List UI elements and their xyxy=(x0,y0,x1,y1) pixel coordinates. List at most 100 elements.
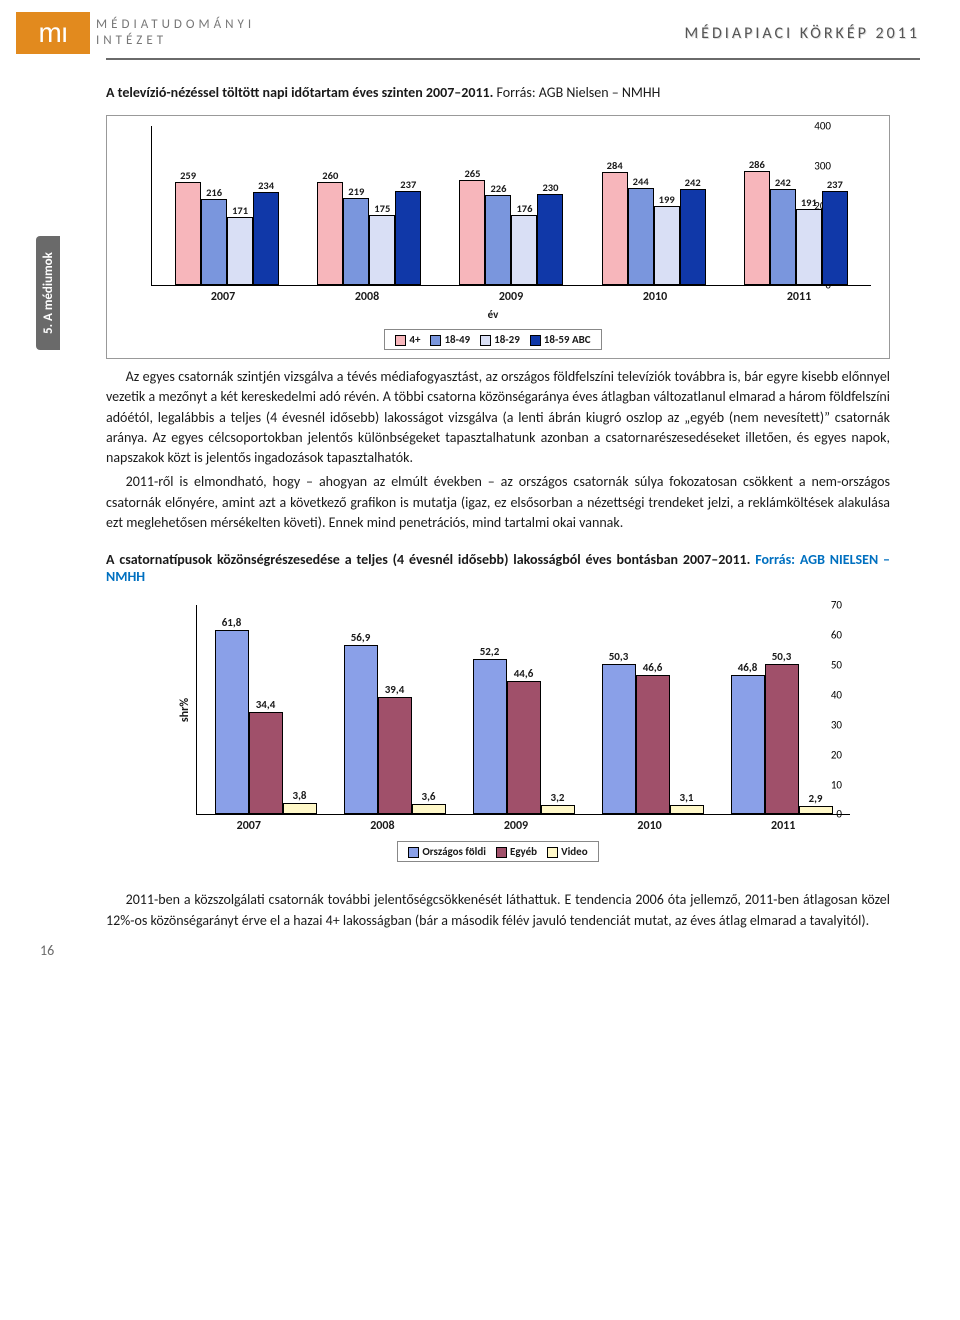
chart2-bar: 3,1 xyxy=(670,805,704,814)
paragraph-3: 2011-ben a közszolgálati csatornák továb… xyxy=(106,890,890,931)
chart2-ytick: 50 xyxy=(831,659,842,672)
chart1-bar-label: 284 xyxy=(607,159,623,172)
chart1-bar-label: 265 xyxy=(464,167,480,180)
chart1-legend: 4+18-4918-2918-59 ABC xyxy=(384,329,601,350)
chart2-bar-label: 3,1 xyxy=(680,791,694,804)
chart2-bar-label: 2,9 xyxy=(809,792,823,805)
chart2-bar: 61,8 xyxy=(215,630,249,815)
chart1-bar-label: 199 xyxy=(659,193,675,206)
chart2: shr% 01020304050607061,834,43,856,939,43… xyxy=(146,605,850,862)
chart2-legend-wrap: Országos földi Egyéb Video xyxy=(146,833,850,862)
chart2-ytick: 30 xyxy=(831,718,842,731)
paragraph-1: Az egyes csatornák szintjén vizsgálva a … xyxy=(106,367,890,468)
chart2-xlabel: 2009 xyxy=(504,819,528,833)
chart1-bar-label: 226 xyxy=(490,182,506,195)
chart1-xlabel: 2010 xyxy=(643,290,667,304)
chart1-bar-label: 242 xyxy=(685,176,701,189)
chart1-bar-label: 237 xyxy=(827,178,843,191)
chart2-group: 61,834,43,8 xyxy=(215,630,317,815)
legend-swatch xyxy=(430,335,441,346)
chart2-bar: 39,4 xyxy=(378,697,412,815)
chart1-bar-label: 234 xyxy=(258,179,274,192)
chart1-bar-label: 244 xyxy=(633,175,649,188)
chart2-group: 50,346,63,1 xyxy=(602,664,704,814)
chart2-bar-label: 61,8 xyxy=(222,616,242,629)
chart1-group: 260219175237 xyxy=(317,182,421,285)
caption1-title: A televízió-nézéssel töltött napi időtar… xyxy=(106,84,497,101)
chart2-xlabel: 2008 xyxy=(370,819,394,833)
chart1-bar-label: 216 xyxy=(206,186,222,199)
chart1-xaxis-title: év xyxy=(115,308,871,321)
chart1-bar: 237 xyxy=(822,191,848,285)
chart1-bar: 265 xyxy=(459,180,485,285)
chart1-bar: 191 xyxy=(796,209,822,285)
chart1-bar: 286 xyxy=(744,171,770,285)
chart2-bar-label: 52,2 xyxy=(480,645,500,658)
chart1-bar: 219 xyxy=(343,198,369,285)
chart1-group: 259216171234 xyxy=(175,182,279,285)
legend-swatch xyxy=(395,335,406,346)
chart2-caption: A csatornatípusok közönségrészesedése a … xyxy=(106,551,890,585)
chart1-group: 265226176230 xyxy=(459,180,563,285)
chart1-ytick: 300 xyxy=(814,159,831,172)
logo-mark: mı xyxy=(16,12,90,54)
chart1-bar: 171 xyxy=(227,217,253,285)
chart1-legend-item: 18-59 ABC xyxy=(530,333,591,346)
legend-swatch xyxy=(408,847,419,858)
caption1-source: Forrás: AGB Nielsen – NMHH xyxy=(497,84,661,101)
chart1-bar: 242 xyxy=(680,189,706,285)
chart2-bar-label: 3,6 xyxy=(422,790,436,803)
chart2-container: shr% 01020304050607061,834,43,856,939,43… xyxy=(106,595,890,870)
chart1-legend-item: 18-49 xyxy=(430,333,470,346)
chart1-group: 286242191237 xyxy=(744,171,848,285)
logo-line2: INTÉZET xyxy=(96,33,255,49)
chart1-ytick: 400 xyxy=(814,120,831,133)
paragraph-2: 2011-ről is elmondható, hogy – ahogyan a… xyxy=(106,472,890,533)
chart1-bar: 226 xyxy=(485,195,511,285)
chart2-xlabel: 2010 xyxy=(637,819,661,833)
legend-swatch xyxy=(530,335,541,346)
chart2-bar-label: 39,4 xyxy=(385,683,405,696)
chart2-bar-label: 46,8 xyxy=(738,661,758,674)
chart1-bar-label: 259 xyxy=(180,169,196,182)
legend-swatch xyxy=(480,335,491,346)
logo-line1: MÉDIATUDOMÁNYI xyxy=(96,17,255,33)
chart1-bar: 199 xyxy=(654,206,680,285)
body-text-1: Az egyes csatornák szintjén vizsgálva a … xyxy=(106,367,890,533)
chart2-bar: 44,6 xyxy=(507,681,541,814)
chart1-bar: 242 xyxy=(770,189,796,285)
chart1-bar: 244 xyxy=(628,188,654,285)
chart2-ytick: 40 xyxy=(831,688,842,701)
chart1-bar-label: 171 xyxy=(232,204,248,217)
chart1-legend-wrap: 4+18-4918-2918-59 ABC xyxy=(115,321,871,350)
logo: mı MÉDIATUDOMÁNYI INTÉZET xyxy=(16,12,255,54)
chart2-bar-label: 50,3 xyxy=(772,650,792,663)
chart2-xlabel: 2007 xyxy=(237,819,261,833)
chart2-bar: 46,8 xyxy=(731,675,765,815)
main-content: A televízió-nézéssel töltött napi időtar… xyxy=(0,60,960,931)
chart1-bar: 230 xyxy=(537,194,563,285)
chart1-bar-label: 242 xyxy=(775,176,791,189)
chart2-bar-label: 50,3 xyxy=(609,650,629,663)
chart1-bar: 259 xyxy=(175,182,201,285)
chart2-bar: 3,8 xyxy=(283,803,317,814)
chart2-legend-item: Országos földi xyxy=(408,845,486,858)
chart2-bar-label: 3,2 xyxy=(551,791,565,804)
chart1-container: 0100200300400259216171234260219175237265… xyxy=(106,115,890,359)
chart2-bar-label: 3,8 xyxy=(293,789,307,802)
chart2-ytick: 10 xyxy=(831,778,842,791)
chart1-bar-label: 237 xyxy=(400,178,416,191)
chart2-ytick: 0 xyxy=(836,808,842,821)
chart1-group: 284244199242 xyxy=(602,172,706,285)
chart2-ytick: 60 xyxy=(831,629,842,642)
chart1-caption: A televízió-nézéssel töltött napi időtar… xyxy=(106,84,890,101)
chart2-legend-item: Video xyxy=(547,845,588,858)
chart2-bar: 2,9 xyxy=(799,806,833,815)
chart1-bar: 284 xyxy=(602,172,628,285)
chart1-bar-label: 230 xyxy=(542,181,558,194)
chart2-bar: 50,3 xyxy=(765,664,799,814)
chart2-legend-item: Egyéb xyxy=(496,845,537,858)
chart2-bar: 3,6 xyxy=(412,804,446,815)
chart1-bar: 216 xyxy=(201,199,227,285)
chart1-bar: 234 xyxy=(253,192,279,285)
